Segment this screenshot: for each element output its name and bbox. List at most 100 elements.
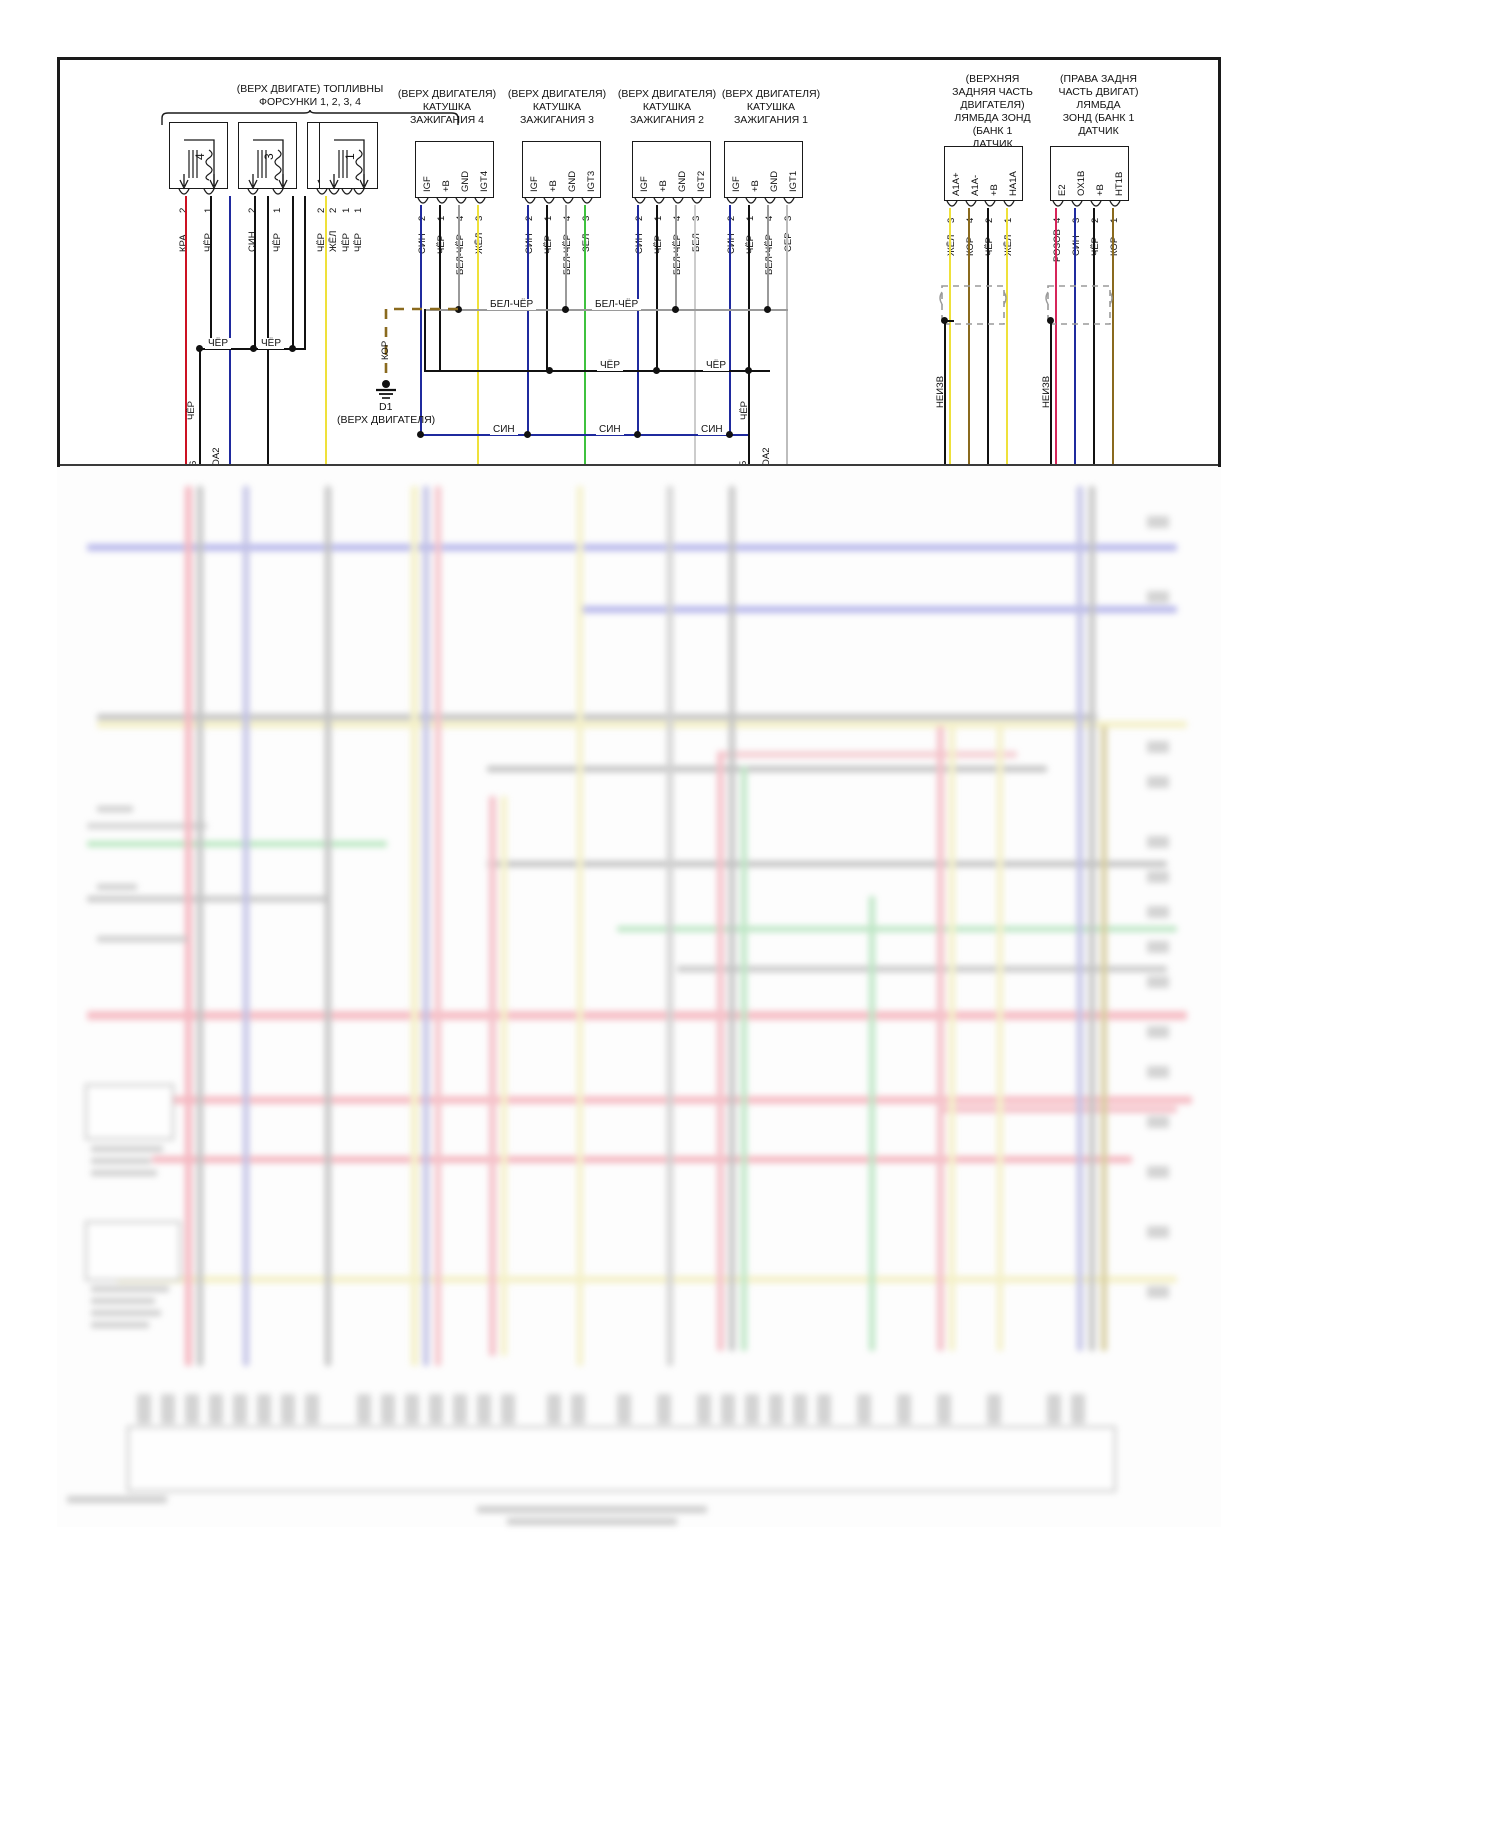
wire-lambda-b-4 xyxy=(1112,208,1114,466)
coil-3-body[interactable] xyxy=(522,141,601,198)
wire-lambda-a-4 xyxy=(1006,208,1008,466)
lambda-b-wire-1: РОЗОВ xyxy=(1052,229,1063,262)
section-divider xyxy=(57,464,1221,466)
coil-1-term-b: +B xyxy=(750,180,761,192)
coil-2-header-line1: (ВЕРХ ДВИГАТЕЛЯ) xyxy=(617,88,717,100)
injector-4-pin-1: 1 xyxy=(203,207,214,213)
injector-header-line2: ФОРСУНКИ 1, 2, 3, 4 xyxy=(259,96,361,108)
coil-1-header-line1: (ВЕРХ ДВИГАТЕЛЯ) xyxy=(721,88,821,100)
coil-3-wire-gnd: БЕЛ-ЧЁР xyxy=(562,234,573,275)
junction-power-4 xyxy=(764,306,771,313)
lambda-b-wire-2: СИН xyxy=(1071,235,1082,256)
injector-feed-label: ЧЁР xyxy=(186,400,197,420)
lambda-a-term-a1ap: A1A+ xyxy=(951,172,962,196)
wire-coil4-igt xyxy=(477,205,479,466)
coil-1-term-igt: IGT1 xyxy=(788,170,799,192)
coil-4-wire-gnd: БЕЛ-ЧЁР xyxy=(455,234,466,275)
injector-1-wire-2: ЖЁЛ xyxy=(328,230,339,252)
coil-4-wire-b: ЧЁР xyxy=(436,234,447,254)
injector-3-pin-2: 2 xyxy=(247,207,258,213)
coil-2-body[interactable] xyxy=(632,141,711,198)
coil-2-wire-igf: СИН xyxy=(634,233,645,254)
lambda-b-pin-4: 4 xyxy=(1052,217,1063,223)
coil-3-pin-2: 2 xyxy=(524,215,535,221)
coil-1-wire-gnd: БЕЛ-ЧЁР xyxy=(764,234,775,275)
wire-coil1-igt xyxy=(786,205,788,466)
lambda-a-pin-3: 3 xyxy=(946,217,957,223)
coil-power-left-riser xyxy=(424,309,426,371)
injector-1-body[interactable] xyxy=(319,122,378,189)
injector-2-pin-arcs xyxy=(316,189,353,195)
coil-3-header: (ВЕРХ ДВИГАТЕЛЯ) КАТУШКА ЗАЖИГАНИЯ 3 xyxy=(498,88,616,127)
wire-coil2-gnd xyxy=(675,205,677,310)
coil-4-header-line3: ЗАЖИГАНИЯ 4 xyxy=(409,114,485,126)
injector-ground-label-1: ЧЁР xyxy=(205,338,232,349)
lambda-a-body[interactable] xyxy=(944,146,1023,201)
ground-id-label: D1 xyxy=(379,401,393,413)
lambda-b-term-e2: E2 xyxy=(1057,184,1068,196)
coil-igf-label-1: СИН xyxy=(490,424,518,435)
coil-ground-bus xyxy=(424,370,770,372)
coil-3-term-b: +B xyxy=(548,180,559,192)
coil-4-pin-1: 1 xyxy=(436,215,447,221)
injector-3-wire-2: СИН xyxy=(247,231,258,252)
coil-3-header-line2: КАТУШКА xyxy=(532,101,582,113)
injector-4-wire-1: ЧЁР xyxy=(203,232,214,252)
lambda-a-term-ha1a: HA1A xyxy=(1008,171,1019,196)
lambda-b-unknown-label: НЕИЗВ xyxy=(1041,375,1052,408)
wire-coil1-gnd xyxy=(767,205,769,310)
coil-power-bus xyxy=(424,309,788,311)
junction-igf-4 xyxy=(726,431,733,438)
coil-3-pin-arcs xyxy=(524,198,593,204)
coil-2-wire-gnd: БЕЛ-ЧЁР xyxy=(672,234,683,275)
coil-gnd-label-2: ЧЁР xyxy=(703,360,730,371)
ground-wire-dashed xyxy=(384,307,458,382)
injector-group-bracket xyxy=(161,110,459,125)
lambda-a-wire-2: КОР xyxy=(965,236,976,256)
wire-coil3-gnd xyxy=(565,205,567,310)
coil-2-pin-4: 4 xyxy=(672,215,683,221)
wire-injector2-pin2 xyxy=(267,196,269,466)
coil-2-header-line3: ЗАЖИГАНИЯ 2 xyxy=(629,114,705,126)
injector-4-wire-2: КРА xyxy=(178,234,189,252)
injector-3-coil-icon xyxy=(248,139,288,190)
coil-2-term-igt: IGT2 xyxy=(696,170,707,192)
coil-1-body[interactable] xyxy=(724,141,803,198)
coil-4-pin-2: 2 xyxy=(417,215,428,221)
coil-4-pin-4: 4 xyxy=(455,215,466,221)
injector-2-wire-1: ЧЁР xyxy=(341,232,352,252)
coil-3-pin-1: 1 xyxy=(543,215,554,221)
lambda-a-term-b: +B xyxy=(989,184,1000,196)
lambda-b-body[interactable] xyxy=(1050,146,1129,201)
injector-ground-label-2: ЧЁР xyxy=(258,338,285,349)
lambda-b-pin-3: 3 xyxy=(1071,217,1082,223)
coil-1-pin-3: 3 xyxy=(783,215,794,221)
coil-4-header-line1: (ВЕРХ ДВИГАТЕЛЯ) xyxy=(397,88,497,100)
coil-3-term-igt: IGT3 xyxy=(586,170,597,192)
wire-coil3-igt xyxy=(584,205,586,466)
coil-1-pin-1: 1 xyxy=(745,215,756,221)
injector-3-body[interactable] xyxy=(238,122,297,189)
coil-2-term-b: +B xyxy=(658,180,669,192)
wire-coil2-igf xyxy=(637,205,639,436)
junction-power-1 xyxy=(455,306,462,313)
lambda-a-wire-4: ЖЁЛ xyxy=(1003,234,1014,256)
coil-1-header-line3: ЗАЖИГАНИЯ 1 xyxy=(733,114,809,126)
wire-coil4-gnd xyxy=(458,205,460,310)
lambda-b-header-line2: ЧАСТЬ ДВИГАТ) xyxy=(1058,86,1139,98)
coil-4-body[interactable] xyxy=(415,141,494,198)
junction-gnd-1 xyxy=(546,367,553,374)
injector-4-pin-2: 2 xyxy=(178,207,189,213)
coil-1-wire-igf: СИН xyxy=(726,233,737,254)
coil-4-term-b: +B xyxy=(441,180,452,192)
coil-4-wire-igf: СИН xyxy=(417,233,428,254)
injector-3-pin-arcs xyxy=(247,189,284,195)
coil-1-pin-4: 4 xyxy=(764,215,775,221)
wire-lambda-b-3 xyxy=(1093,208,1095,466)
lambda-a-wire-1: ЖЁЛ xyxy=(946,234,957,256)
coil-3-wire-b: ЧЁР xyxy=(543,234,554,254)
junction-injector-gnd-3 xyxy=(289,345,296,352)
injector-4-body[interactable] xyxy=(169,122,228,189)
coil-gnd-drop-label: ЧЁР xyxy=(739,400,750,420)
lambda-b-header-line1: (ПРАВА ЗАДНЯ xyxy=(1060,73,1137,85)
